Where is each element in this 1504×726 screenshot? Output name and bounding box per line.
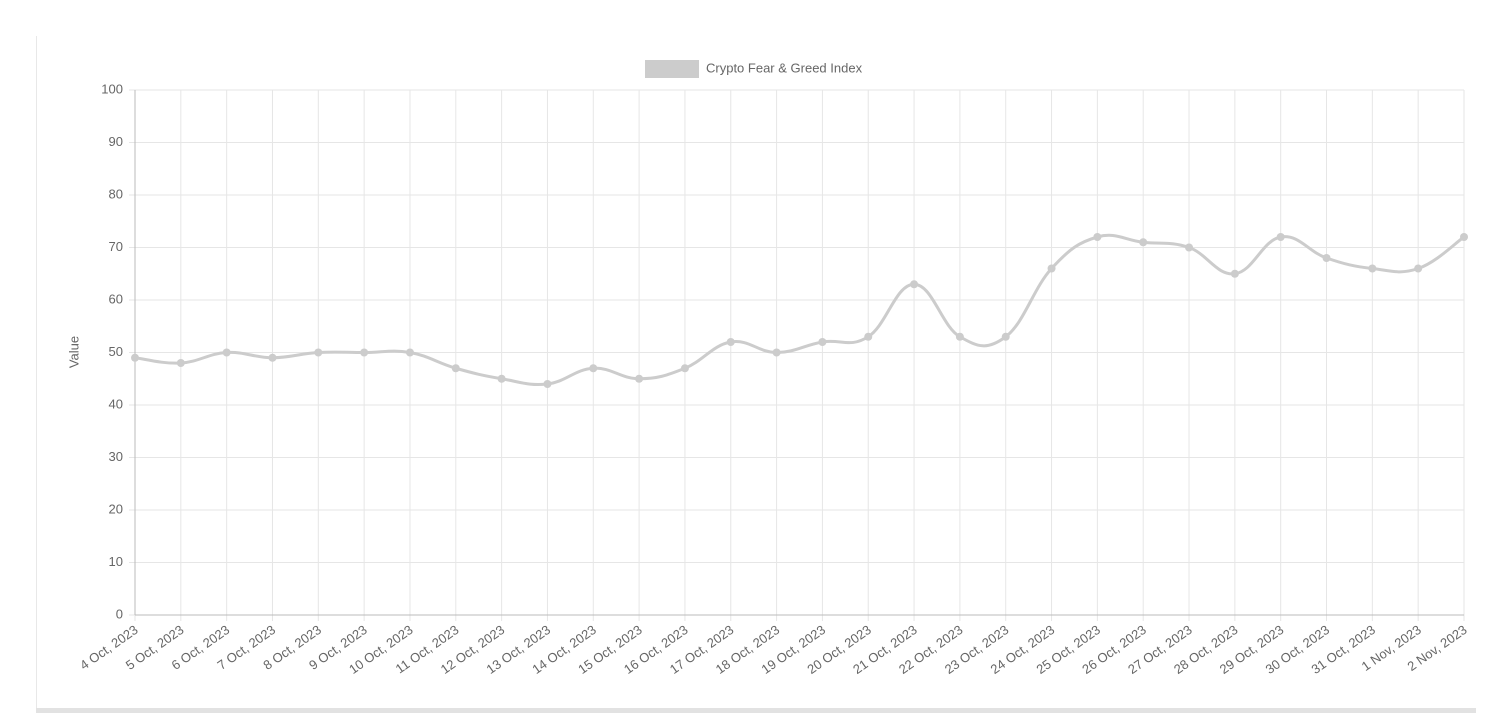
data-point: [176, 359, 185, 367]
data-point: [131, 353, 139, 362]
y-tick-label: 70: [109, 239, 123, 254]
y-axis-label: Value: [66, 336, 81, 368]
data-point: [222, 348, 231, 357]
data-point: [635, 374, 644, 383]
data-point: [726, 338, 735, 346]
data-point: [1276, 233, 1285, 241]
data-point: [1460, 233, 1468, 241]
data-point: [314, 348, 323, 357]
data-point: [1322, 254, 1331, 262]
y-tick-label: 50: [109, 344, 123, 359]
data-point: [268, 353, 277, 362]
data-point: [772, 348, 781, 357]
data-line: [134, 233, 1465, 387]
data-point: [1368, 264, 1377, 273]
y-tick-label: 20: [109, 501, 123, 516]
data-point: [1414, 264, 1423, 273]
data-point: [1093, 233, 1102, 241]
data-point: [955, 332, 964, 341]
y-tick-label: 10: [109, 554, 123, 569]
legend-swatch: [645, 60, 699, 78]
y-tick-label: 40: [109, 396, 123, 411]
y-tick-label: 90: [109, 134, 123, 149]
data-point: [864, 332, 873, 341]
y-tick-label: 30: [109, 449, 123, 464]
card-shadow: [36, 708, 1476, 713]
data-point: [543, 380, 552, 388]
data-point: [910, 280, 919, 289]
data-point: [1047, 264, 1056, 273]
data-point: [405, 348, 414, 357]
data-point: [360, 348, 369, 357]
y-tick-label: 100: [101, 81, 123, 96]
data-point: [1001, 332, 1010, 341]
data-point: [1230, 269, 1239, 278]
data-point: [818, 338, 827, 346]
y-tick-label: 60: [109, 291, 123, 306]
data-point: [1139, 238, 1148, 247]
legend-label: Crypto Fear & Greed Index: [706, 60, 863, 75]
y-tick-label: 0: [116, 606, 123, 621]
data-point: [1185, 243, 1194, 252]
data-point: [497, 374, 506, 383]
y-tick-label: 80: [109, 186, 123, 201]
data-point: [589, 364, 598, 373]
data-point: [680, 364, 689, 373]
data-point: [451, 364, 460, 373]
